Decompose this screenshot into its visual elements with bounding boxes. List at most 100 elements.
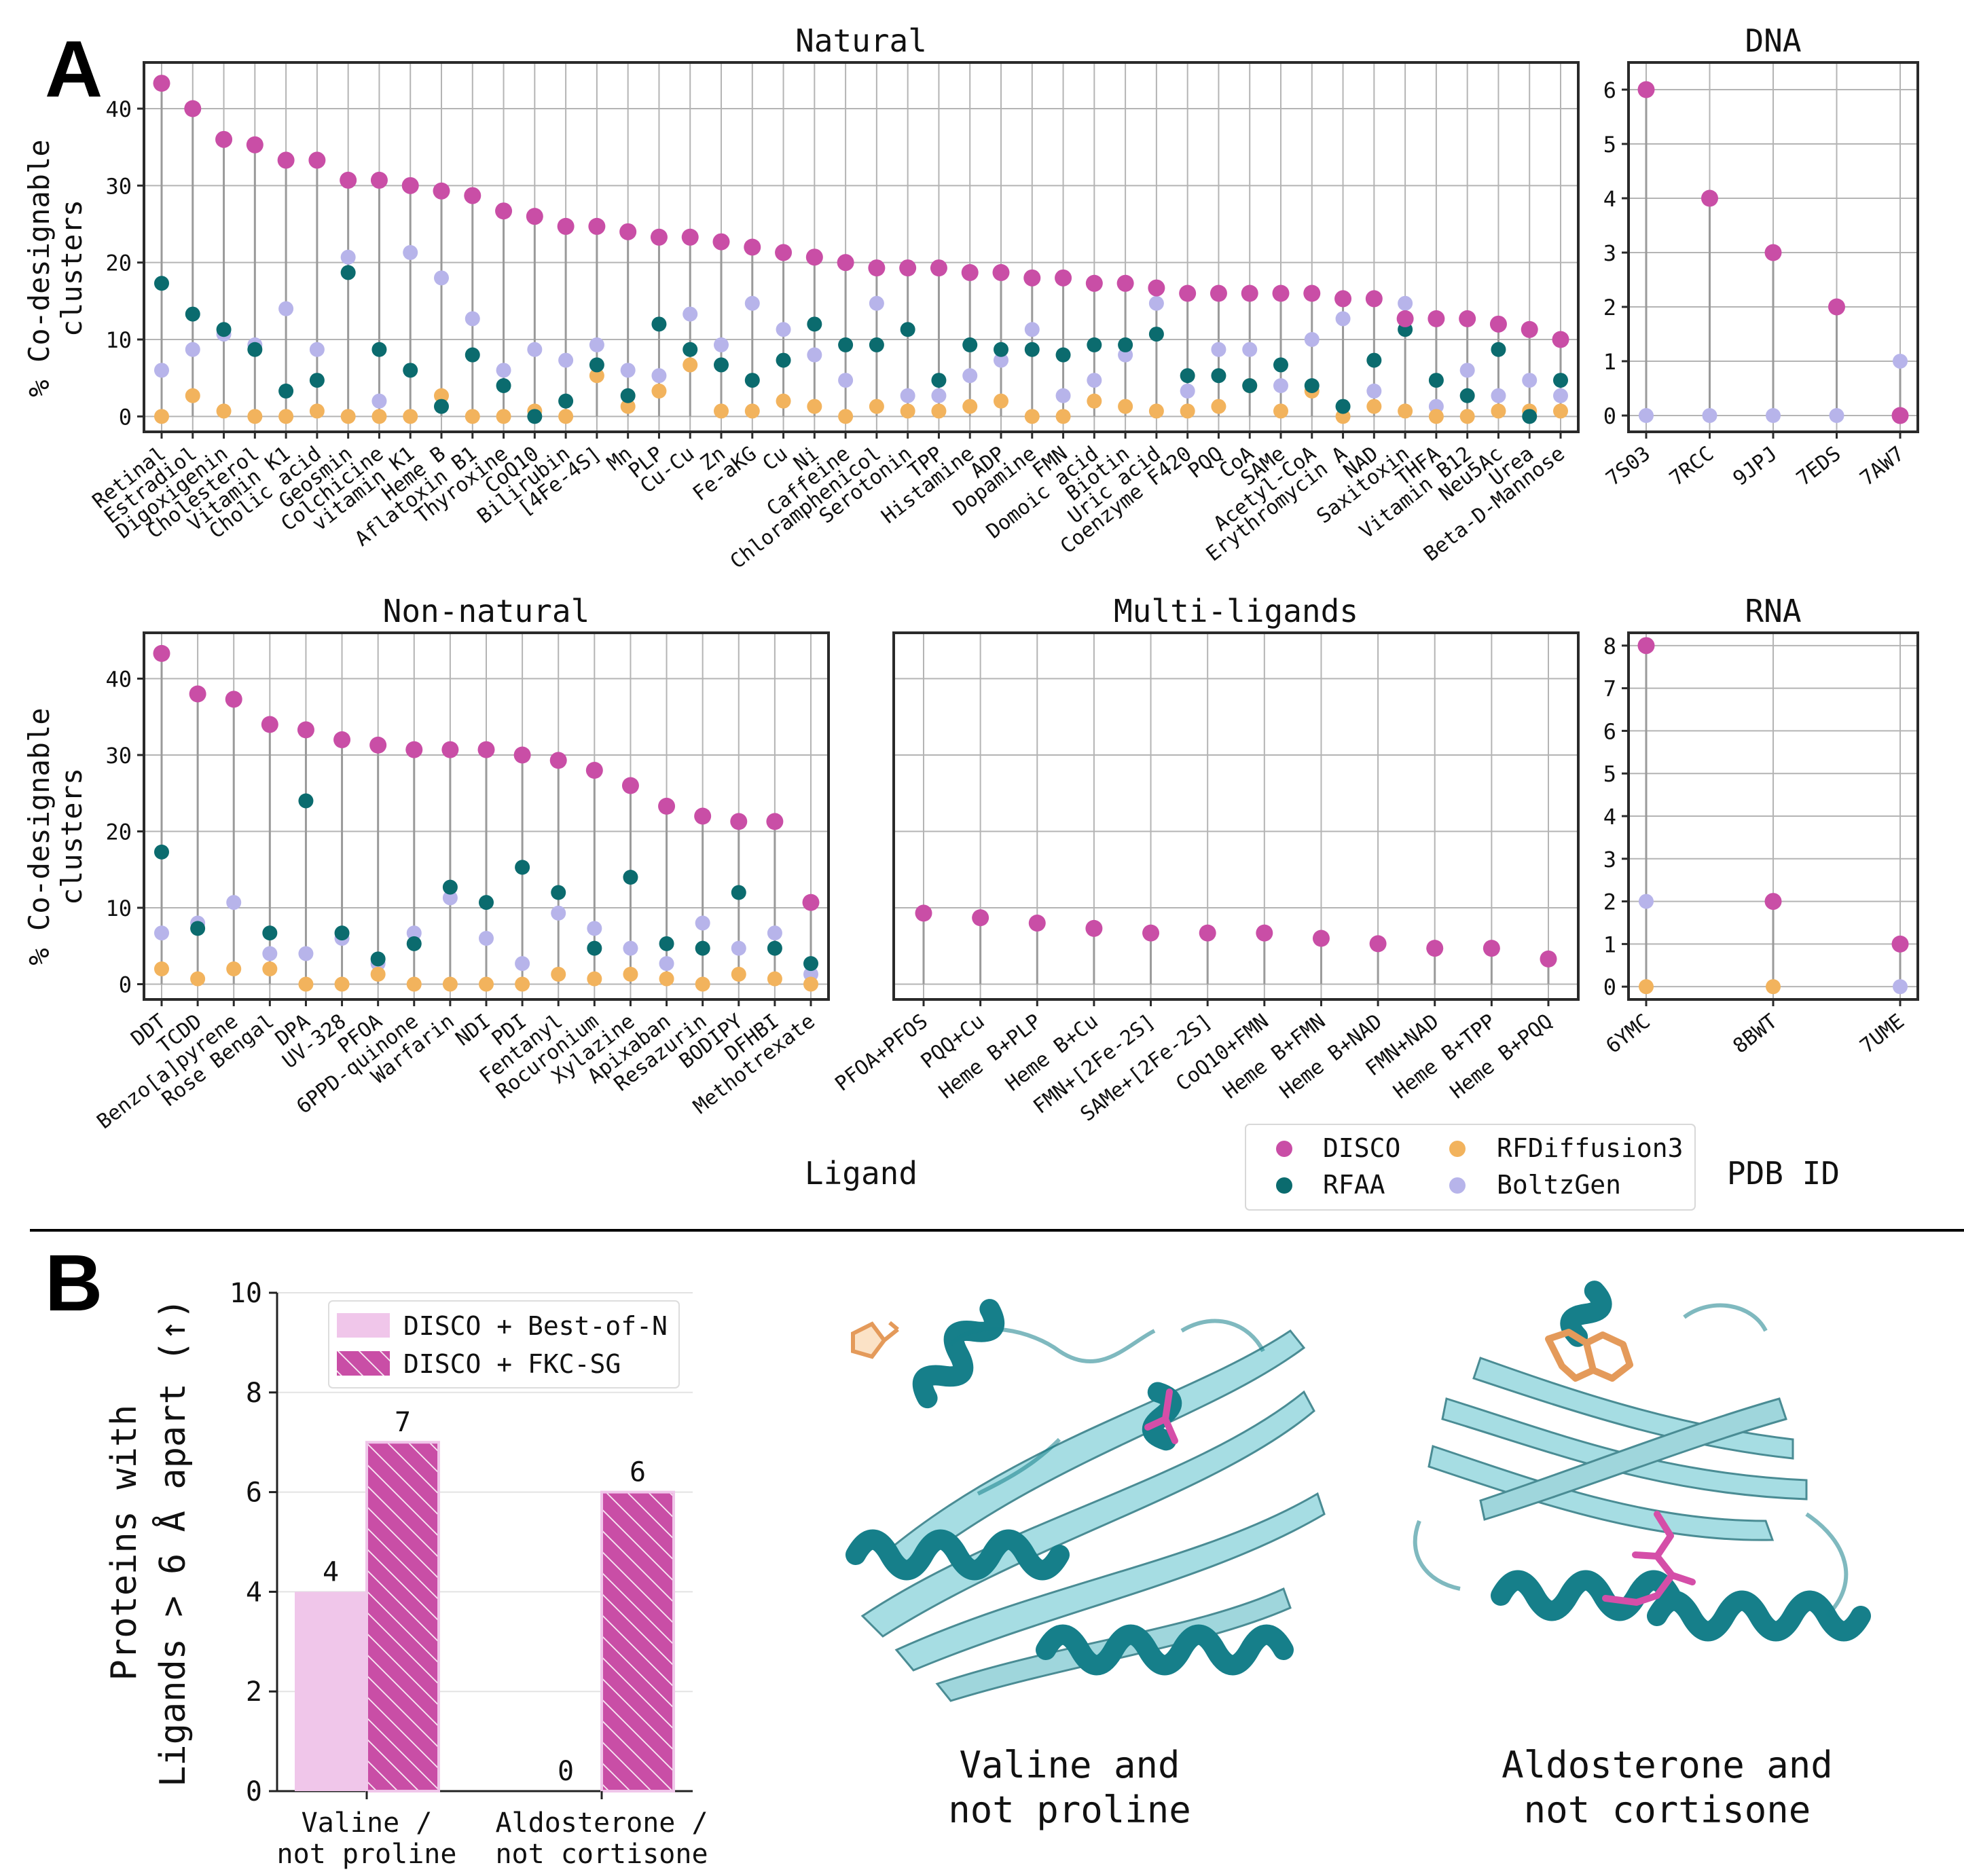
svg-text:not proline: not proline	[948, 1788, 1191, 1831]
bar-value-label: 0	[558, 1756, 574, 1787]
caption-aldosterone: Aldosterone and not cortisone	[1502, 1744, 1833, 1831]
point-disco-natural	[1303, 284, 1321, 302]
point-disco-nonnatural	[225, 691, 242, 708]
point-rfdiffusion3-nonnatural	[190, 971, 206, 987]
point-rfdiffusion3-nonnatural	[370, 966, 386, 982]
point-disco-natural	[401, 177, 419, 194]
point-disco-multi	[915, 904, 932, 922]
point-disco-natural	[370, 171, 388, 189]
point-rfaa-nonnatural	[154, 844, 169, 860]
point-rfdiffusion3-nonnatural	[298, 976, 314, 992]
bar-fkc	[600, 1490, 675, 1793]
point-rfdiffusion3-natural	[185, 388, 200, 403]
point-rfaa-natural	[465, 347, 480, 363]
point-rfdiffusion3-natural	[247, 409, 263, 424]
xlabel-ligand: Ligand	[805, 1155, 917, 1192]
xtick-label: 7EDS	[1792, 442, 1845, 491]
chart-dna: DNA 0 1 2 3 4 5 6 7S03 7RCC 9JPJ 7EDS 7AW7	[1601, 22, 1919, 491]
point-boltzgen-nonnatural	[154, 925, 169, 941]
point-disco-nonnatural	[621, 777, 639, 794]
ytick-label: 1	[1603, 932, 1616, 957]
point-disco-nonnatural	[441, 741, 459, 758]
point-disco-nonnatural	[694, 807, 712, 825]
point-rfaa-nonnatural	[695, 940, 710, 956]
point-rfdiffusion3-natural	[1087, 393, 1102, 409]
bar-ytick-label: 6	[246, 1477, 262, 1509]
chart-frame	[1627, 61, 1919, 433]
point-rfaa-nonnatural	[515, 860, 530, 875]
point-rfdiffusion3-nonnatural	[767, 971, 782, 987]
point-boltzgen-nonnatural	[515, 956, 530, 972]
point-rfaa-natural	[1087, 337, 1102, 352]
point-boltzgen-nonnatural	[659, 956, 674, 972]
bar-ytick-label: 4	[246, 1577, 262, 1608]
point-disco-multi	[1199, 924, 1216, 942]
point-rfdiffusion3-natural	[807, 399, 822, 414]
point-disco-nonnatural	[333, 731, 351, 748]
ytick-label: 0	[1603, 403, 1616, 429]
ylabel-line: clusters	[55, 768, 88, 905]
point-disco-natural	[1521, 320, 1538, 338]
ylabel-bottom: % Co-designableclusters	[22, 707, 88, 965]
chart-frame	[143, 61, 1580, 433]
point-boltzgen-natural	[1522, 373, 1538, 388]
bar-value-label: 4	[323, 1556, 339, 1587]
point-rfaa-natural	[1366, 352, 1382, 368]
legend-label-fkc: DISCO + FKC-SG	[403, 1349, 621, 1379]
point-disco-nonnatural	[153, 644, 170, 662]
bar-ylabel-line: Ligands > 6 Å apart (↑)	[151, 1298, 194, 1787]
point-rfaa-natural	[900, 322, 915, 337]
point-rfaa-nonnatural	[298, 793, 314, 809]
chart-nonnatural: Non-natural010203040DDTTCDDBenzo[a]pyren…	[92, 593, 830, 1134]
point-boltzgen-nonnatural	[442, 890, 458, 906]
point-rfdiffusion3-nonnatural	[262, 961, 278, 976]
point-rfdiffusion3-nonnatural	[623, 966, 638, 982]
point-rfaa-nonnatural	[659, 936, 674, 951]
point-boltzgen-dna	[1639, 408, 1654, 423]
point-disco-nonnatural	[297, 721, 314, 739]
point-disco-natural	[308, 151, 326, 169]
point-rfdiffusion3-natural	[434, 388, 449, 403]
chart-title-multi: Multi-ligands	[1114, 593, 1358, 629]
point-rfdiffusion3-natural	[1428, 409, 1444, 424]
point-rfdiffusion3-rna	[1766, 979, 1781, 995]
xtick-label: 7AW7	[1855, 442, 1908, 491]
point-rfaa-natural	[1428, 373, 1444, 388]
point-rfdiffusion3-natural	[931, 403, 947, 419]
point-rfdiffusion3-nonnatural	[587, 971, 602, 987]
bar-ytick-label: 8	[246, 1378, 262, 1409]
point-rfaa-natural	[1148, 327, 1164, 342]
point-rfdiffusion3-natural	[1055, 409, 1071, 424]
point-disco-natural	[1427, 310, 1445, 327]
point-rfaa-natural	[403, 363, 418, 378]
point-rfdiffusion3-nonnatural	[695, 976, 710, 992]
point-rfdiffusion3-natural	[1273, 403, 1288, 419]
point-disco-natural	[277, 151, 295, 169]
point-disco-multi	[1256, 924, 1273, 942]
point-rfdiffusion3-natural	[1398, 403, 1413, 419]
point-disco-natural	[153, 75, 170, 92]
protein-structure-aldosterone	[1413, 1281, 1871, 1642]
point-rfaa-nonnatural	[479, 895, 494, 911]
point-rfaa-natural	[1024, 342, 1040, 357]
point-disco-multi	[972, 909, 989, 927]
bar-xtick-label: Aldosterone /	[495, 1807, 708, 1839]
point-boltzgen-natural	[1180, 383, 1195, 399]
point-rfaa-natural	[340, 265, 356, 280]
point-rfdiffusion3-natural	[496, 409, 511, 424]
point-rfdiffusion3-natural	[869, 399, 884, 414]
point-disco-rna	[1891, 935, 1909, 953]
bar-ytick-label: 0	[246, 1776, 262, 1807]
point-disco-natural	[1148, 279, 1165, 297]
xtick-label: 7UME	[1855, 1010, 1908, 1059]
legend-marker-rfaa	[1276, 1177, 1292, 1194]
point-disco-natural	[744, 238, 761, 256]
ylabel-line: clusters	[55, 200, 88, 337]
bar-value-label: 7	[395, 1407, 411, 1438]
point-rfaa-natural	[309, 373, 325, 388]
point-disco-natural	[650, 228, 668, 246]
point-rfdiffusion3-nonnatural	[406, 976, 422, 992]
point-disco-natural	[1116, 274, 1134, 292]
point-boltzgen-natural	[1366, 383, 1382, 399]
point-boltzgen-natural	[1273, 378, 1288, 393]
